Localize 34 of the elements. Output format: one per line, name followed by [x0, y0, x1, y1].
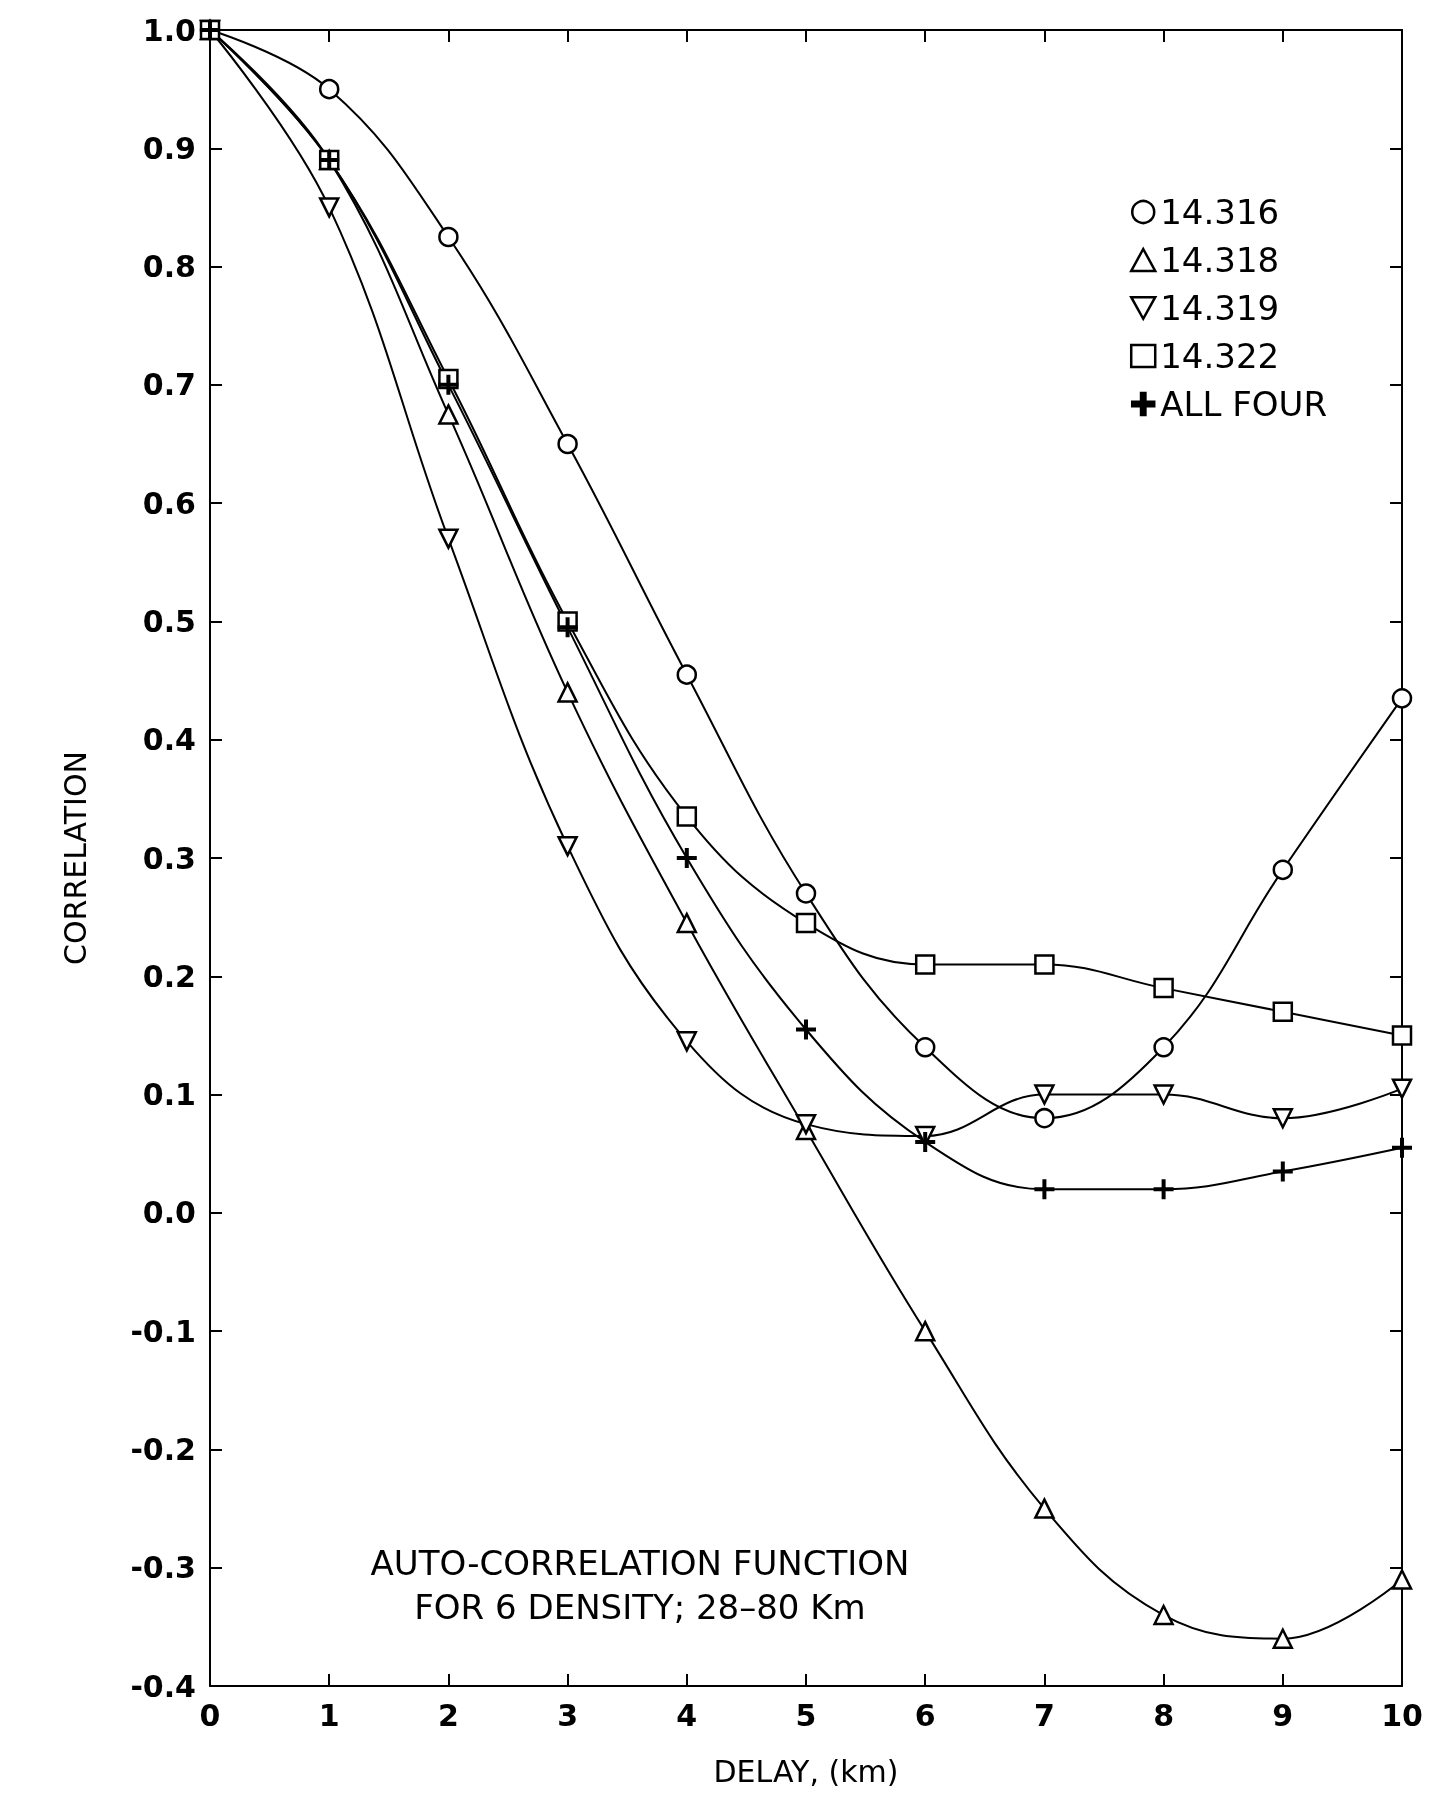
y-tick-label: 0.4 [142, 722, 196, 758]
x-tick-label: 8 [1153, 1697, 1175, 1733]
x-tick-label: 6 [914, 1697, 936, 1733]
legend-label: 14.318 [1160, 240, 1280, 280]
x-tick-label: 10 [1381, 1697, 1423, 1733]
x-tick-label: 5 [795, 1697, 817, 1733]
legend-label: 14.322 [1160, 336, 1280, 376]
y-tick-label: 0.8 [142, 249, 196, 285]
y-tick-label: 0.6 [142, 485, 196, 521]
x-tick-label: 0 [199, 1697, 221, 1733]
y-axis-title: CORRELATION [57, 750, 93, 966]
legend-label: 14.316 [1160, 192, 1280, 232]
annotation: AUTO-CORRELATION FUNCTION FOR 6 DENSITY; 28–80 Km [370, 1543, 910, 1627]
x-axis-title: DELAY, (km) [713, 1753, 899, 1789]
y-tick-label: 1.0 [142, 12, 196, 48]
x-tick-label: 4 [676, 1697, 698, 1733]
legend-label: ALL FOUR [1160, 384, 1327, 424]
y-tick-label: 0.9 [142, 130, 196, 166]
y-tick-label: 0.5 [142, 603, 196, 639]
y-tick-label: -0.1 [130, 1313, 196, 1349]
x-tick-label: 7 [1033, 1697, 1055, 1733]
y-tick-label: 0.2 [142, 958, 196, 994]
y-tick-label: 0.7 [142, 367, 196, 403]
x-tick-label: 3 [557, 1697, 579, 1733]
x-tick-label: 1 [318, 1697, 340, 1733]
y-tick-label: 0.0 [142, 1195, 196, 1231]
x-tick-label: 2 [437, 1697, 459, 1733]
y-tick-label: 0.1 [142, 1077, 196, 1113]
y-tick-label: 0.3 [142, 840, 196, 876]
y-tick-label: -0.4 [130, 1668, 196, 1704]
legend-label: 14.319 [1160, 288, 1280, 328]
y-tick-label: -0.3 [130, 1550, 196, 1586]
y-tick-label: -0.2 [130, 1431, 196, 1467]
x-tick-label: 9 [1272, 1697, 1294, 1733]
